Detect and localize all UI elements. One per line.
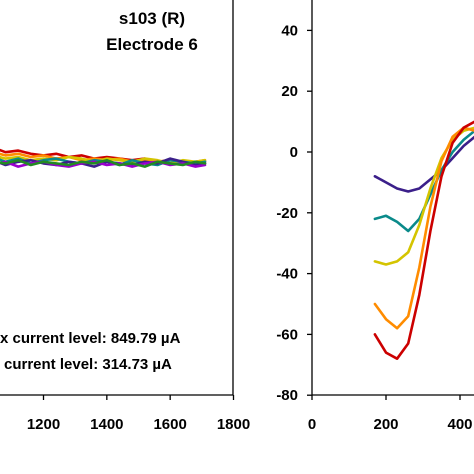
left-x-ticks: 1200 1400 1600 1800 — [27, 395, 250, 433]
right-y-tick-label: 20 — [281, 83, 298, 100]
annotation-current: current level: 314.73 µA — [4, 356, 172, 373]
right-y-tick-label: -80 — [276, 387, 298, 404]
right-series-line-5 — [373, 120, 474, 360]
right-y-tick-label: 0 — [290, 144, 298, 161]
left-x-tick-label: 1600 — [153, 416, 186, 433]
right-series-group — [373, 120, 474, 360]
right-series-line-1 — [373, 135, 474, 193]
right-y-tick-label: 40 — [281, 22, 298, 39]
left-series-group — [0, 148, 207, 168]
left-x-tick-label: 1800 — [217, 416, 250, 433]
left-series-line-6 — [0, 160, 207, 168]
left-series-line-4 — [0, 157, 207, 167]
right-y-ticks: 40 20 0 -20 -40 -60 -80 — [276, 22, 312, 404]
right-series-line-2 — [373, 129, 474, 233]
left-x-tick-label: 1200 — [27, 416, 60, 433]
left-plot: 1200 1400 1600 1800 s103 (R) Electrode 6 x … — [0, 0, 250, 433]
left-x-tick-label: 1400 — [90, 416, 123, 433]
right-x-tick-label: 0 — [308, 416, 316, 433]
annotation-max-current: x current level: 849.79 µA — [0, 330, 181, 347]
left-chart-title: s103 (R) — [119, 9, 185, 28]
right-y-tick-label: -20 — [276, 205, 298, 222]
right-x-tick-label: 400 — [447, 416, 472, 433]
right-y-tick-label: -40 — [276, 266, 298, 283]
right-x-ticks: 0 200 400 — [308, 395, 473, 433]
right-y-tick-label: -60 — [276, 326, 298, 343]
left-chart-subtitle: Electrode 6 — [106, 35, 198, 54]
right-x-tick-label: 200 — [373, 416, 398, 433]
left-series-line-7 — [0, 158, 207, 168]
right-series-line-4 — [373, 126, 474, 330]
left-series-line-5 — [0, 157, 207, 168]
